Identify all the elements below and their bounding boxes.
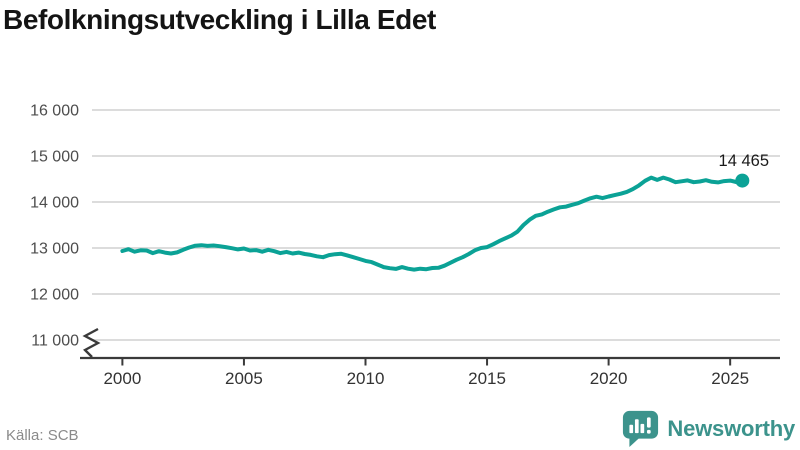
x-tick-label: 2020: [590, 369, 628, 388]
y-tick-label: 12 000: [30, 287, 79, 304]
newsworthy-logo[interactable]: Newsworthy: [622, 410, 795, 447]
y-tick-label: 14 000: [30, 195, 79, 212]
latest-value-label: 14 465: [718, 152, 769, 170]
axis-break-icon: [82, 327, 101, 358]
x-tick-label: 2025: [711, 369, 749, 388]
y-tick-label: 15 000: [30, 149, 79, 166]
source-label: Källa: SCB: [6, 427, 79, 444]
y-tick-label: 11 000: [31, 333, 79, 350]
x-tick-label: 2000: [103, 369, 141, 388]
x-tick-label: 2010: [347, 369, 385, 388]
x-tick-label: 2005: [225, 369, 263, 388]
newsworthy-speech-bubble-icon: [623, 410, 659, 447]
y-tick-label: 13 000: [30, 241, 79, 258]
newsworthy-wordmark: Newsworthy: [667, 415, 795, 441]
last-point-dot: [735, 173, 750, 188]
chart-title: Befolkningsutveckling i Lilla Edet: [3, 4, 436, 35]
x-tick-label: 2015: [468, 369, 506, 388]
y-tick-label: 16 000: [30, 103, 79, 120]
population-series-line: [120, 175, 745, 272]
